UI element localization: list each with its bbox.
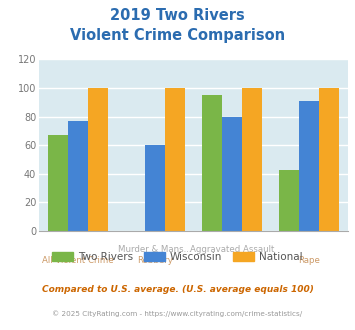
Bar: [48, 135, 67, 231]
Bar: [242, 88, 262, 231]
Bar: [202, 95, 222, 231]
Bar: [67, 121, 88, 231]
Text: 2019 Two Rivers: 2019 Two Rivers: [110, 8, 245, 23]
Text: Compared to U.S. average. (U.S. average equals 100): Compared to U.S. average. (U.S. average …: [42, 285, 313, 294]
Bar: [165, 88, 185, 231]
Bar: [145, 145, 165, 231]
Text: All Violent Crime: All Violent Crime: [42, 256, 114, 265]
Bar: [320, 88, 339, 231]
Text: Murder & Mans...: Murder & Mans...: [118, 245, 192, 254]
Text: Violent Crime Comparison: Violent Crime Comparison: [70, 28, 285, 43]
Bar: [222, 116, 242, 231]
Text: © 2025 CityRating.com - https://www.cityrating.com/crime-statistics/: © 2025 CityRating.com - https://www.city…: [53, 310, 302, 317]
Legend: Two Rivers, Wisconsin, National: Two Rivers, Wisconsin, National: [48, 248, 307, 266]
Bar: [88, 88, 108, 231]
Bar: [299, 101, 320, 231]
Text: Robbery: Robbery: [137, 256, 173, 265]
Text: Aggravated Assault: Aggravated Assault: [190, 245, 274, 254]
Text: Rape: Rape: [298, 256, 320, 265]
Bar: [279, 170, 299, 231]
